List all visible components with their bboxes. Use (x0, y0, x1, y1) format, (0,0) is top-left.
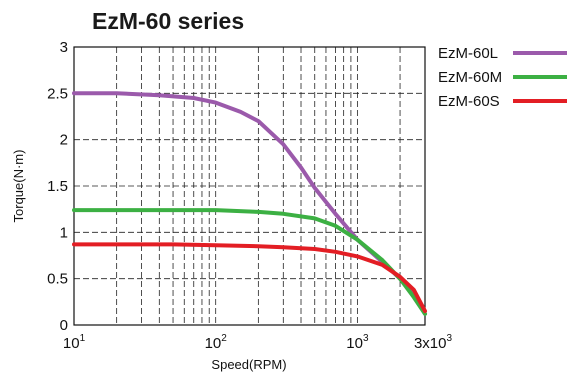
x-tick-label: 102 (205, 333, 228, 352)
series-lines (72, 91, 427, 316)
legend-label: EzM-60S (438, 93, 500, 110)
x-axis-label: Speed(RPM) (211, 357, 286, 372)
x-tick-label: 103 (346, 333, 369, 352)
chart-title: EzM-60 series (92, 8, 244, 34)
x-tick-labels: 101 102 103 3x103 (63, 333, 453, 352)
x-tick-label: 101 (63, 333, 86, 352)
y-tick-label: 1.5 (47, 178, 68, 195)
y-tick-label: 2 (60, 132, 68, 149)
y-tick-label: 1 (60, 224, 68, 241)
y-tick-labels: 0 0.5 1 1.5 2 2.5 3 (47, 39, 68, 334)
series-line-ezm-60l (72, 91, 427, 316)
legend: EzM-60L EzM-60M EzM-60S (438, 45, 567, 110)
legend-label: EzM-60M (438, 69, 502, 86)
grid (74, 47, 425, 325)
y-tick-label: 3 (60, 39, 68, 56)
y-tick-label: 0 (60, 317, 68, 334)
series-line-ezm-60s (72, 242, 427, 314)
plot-frame (73, 46, 426, 326)
y-tick-label: 0.5 (47, 271, 68, 288)
x-tick-label: 3x103 (414, 333, 453, 352)
series-line-ezm-60m (72, 208, 427, 316)
legend-label: EzM-60L (438, 45, 498, 62)
y-axis-label: Torque(N·m) (11, 150, 26, 223)
y-tick-label: 2.5 (47, 85, 68, 102)
